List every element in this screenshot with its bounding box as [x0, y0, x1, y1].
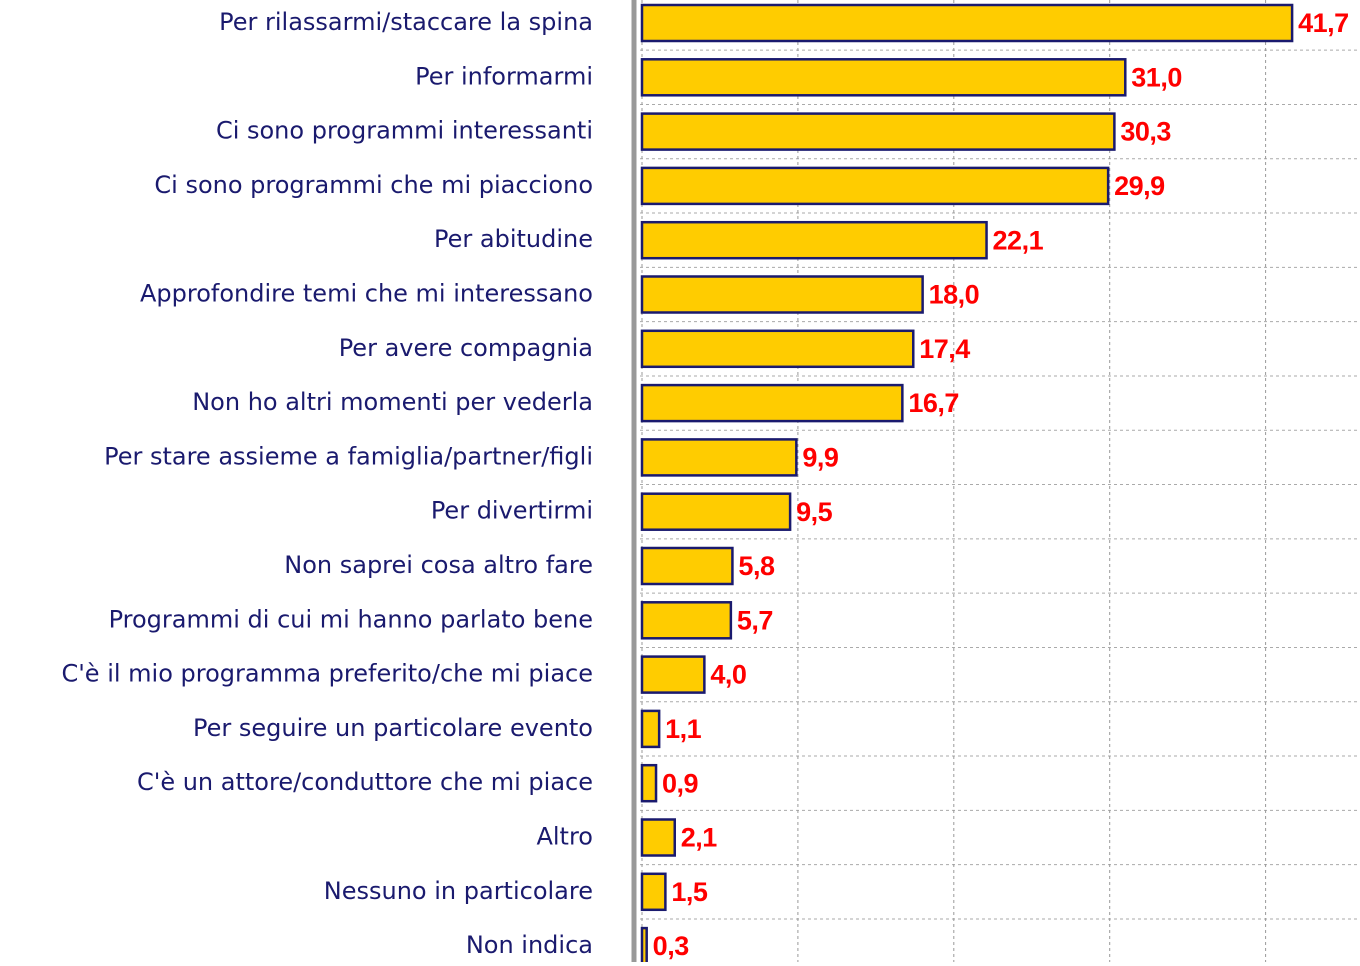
category-label: Approfondire temi che mi interessano [140, 280, 593, 308]
bar [640, 709, 661, 749]
value-label: 1,5 [671, 877, 708, 907]
value-label: 30,3 [1120, 117, 1171, 147]
bar [640, 112, 1116, 151]
category-label: Non saprei cosa altro fare [284, 551, 593, 579]
category-label: Per seguire un particolare evento [193, 714, 593, 742]
bar [640, 3, 1294, 43]
value-label: 16,7 [908, 388, 959, 418]
category-label: Per avere compagnia [339, 334, 593, 362]
bar [640, 492, 792, 531]
value-label: 5,8 [738, 551, 775, 581]
category-label: Per informarmi [415, 62, 593, 90]
value-label: 0,3 [653, 931, 690, 961]
bar [640, 58, 1127, 97]
category-label: Non ho altri momenti per vederla [192, 388, 593, 416]
category-label: Ci sono programmi interessanti [216, 117, 593, 145]
bar [640, 818, 676, 857]
bar [640, 872, 667, 912]
category-label: Per stare assieme a famiglia/partner/fig… [104, 442, 593, 470]
category-label: Non indica [466, 931, 593, 959]
value-label: 17,4 [919, 334, 970, 364]
value-label: 9,9 [802, 443, 839, 473]
category-label: Nessuno in particolare [324, 877, 593, 905]
value-label: 18,0 [929, 280, 980, 310]
bar [640, 655, 706, 694]
value-label: 41,7 [1298, 8, 1349, 38]
value-label: 9,5 [796, 497, 833, 527]
category-label: Per abitudine [434, 225, 593, 253]
category-label: Ci sono programmi che mi piacciono [154, 171, 593, 199]
bar [640, 166, 1110, 206]
value-label: 4,0 [710, 660, 746, 690]
value-label: 2,1 [681, 823, 718, 853]
bar [640, 275, 924, 314]
bar [640, 438, 798, 477]
value-label: 5,7 [737, 605, 773, 635]
bar [640, 763, 658, 803]
value-label: 1,1 [665, 714, 702, 744]
bar [640, 546, 734, 586]
bar [640, 383, 904, 423]
bar [640, 220, 988, 260]
category-label: Per rilassarmi/staccare la spina [219, 8, 593, 36]
bar [640, 926, 648, 966]
bar [640, 601, 733, 640]
value-label: 29,9 [1114, 171, 1165, 201]
category-label: Per divertirmi [431, 497, 593, 525]
category-label: Programmi di cui mi hanno parlato bene [109, 605, 593, 633]
category-label: Altro [536, 823, 593, 851]
value-label: 0,9 [662, 768, 699, 798]
bar [640, 329, 915, 369]
category-label: C'è un attore/conduttore che mi piace [137, 768, 593, 796]
value-label: 22,1 [993, 225, 1044, 255]
category-label: C'è il mio programma preferito/che mi pi… [61, 660, 593, 688]
value-label: 31,0 [1131, 62, 1182, 92]
